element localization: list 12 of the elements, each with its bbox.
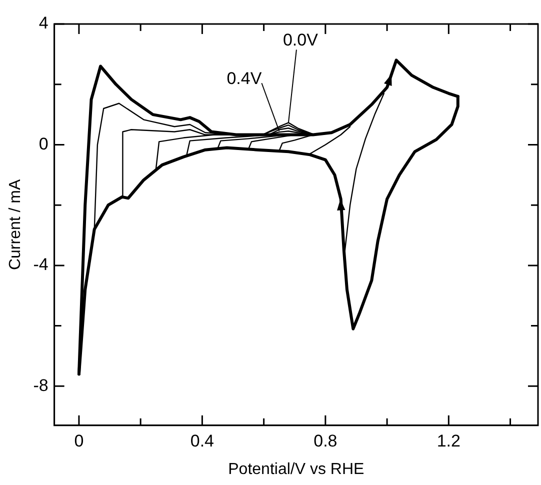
annotation: 0.0V — [282, 30, 319, 50]
y-tick-label: -8 — [33, 376, 48, 395]
y-axis-title: Current / mA — [7, 179, 24, 270]
y-tick-label: 4 — [38, 14, 48, 33]
x-tick-label: 0.8 — [314, 431, 338, 450]
x-tick-label: 0 — [74, 431, 84, 450]
x-tick-label: 1.2 — [436, 431, 460, 450]
y-tick-label: -4 — [33, 255, 48, 274]
annotation: 0.4V — [226, 68, 262, 88]
y-tick-label: 0 — [38, 134, 48, 154]
x-tick-label: 0.4 — [190, 431, 214, 450]
x-axis-title: Potential/V vs RHE — [228, 460, 364, 478]
